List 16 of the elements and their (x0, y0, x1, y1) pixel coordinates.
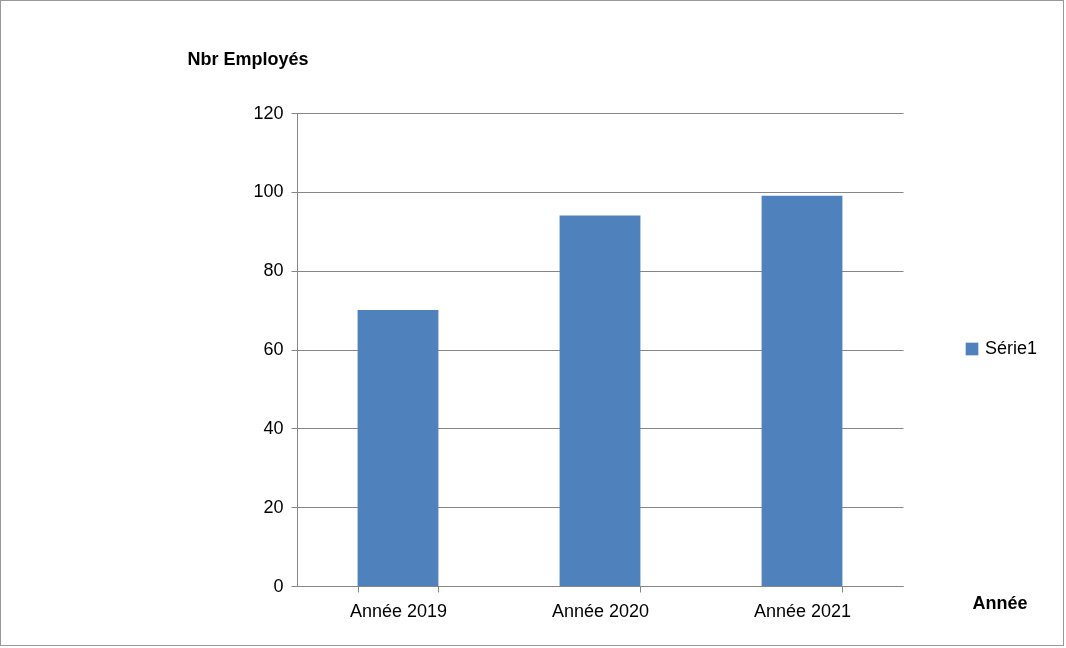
y-tick-label: 100 (253, 181, 284, 202)
y-tick-label: 60 (263, 339, 284, 359)
y-tick-label: 40 (263, 417, 284, 438)
y-tick-label: 120 (253, 102, 284, 123)
x-axis-title: Année (972, 592, 1028, 613)
bar (559, 215, 641, 586)
y-tick-label: 20 (263, 496, 284, 517)
y-axis-title: Nbr Employés (187, 48, 309, 69)
x-tick-label: Année 2020 (551, 600, 650, 621)
y-tick-label: 0 (273, 575, 284, 596)
bar (761, 195, 843, 586)
bar (357, 310, 439, 586)
x-tick-label: Année 2021 (753, 600, 852, 621)
x-tick-label: Année 2019 (349, 600, 448, 621)
y-tick-label: 80 (263, 260, 284, 281)
legend-label: Série1 (985, 338, 1038, 358)
